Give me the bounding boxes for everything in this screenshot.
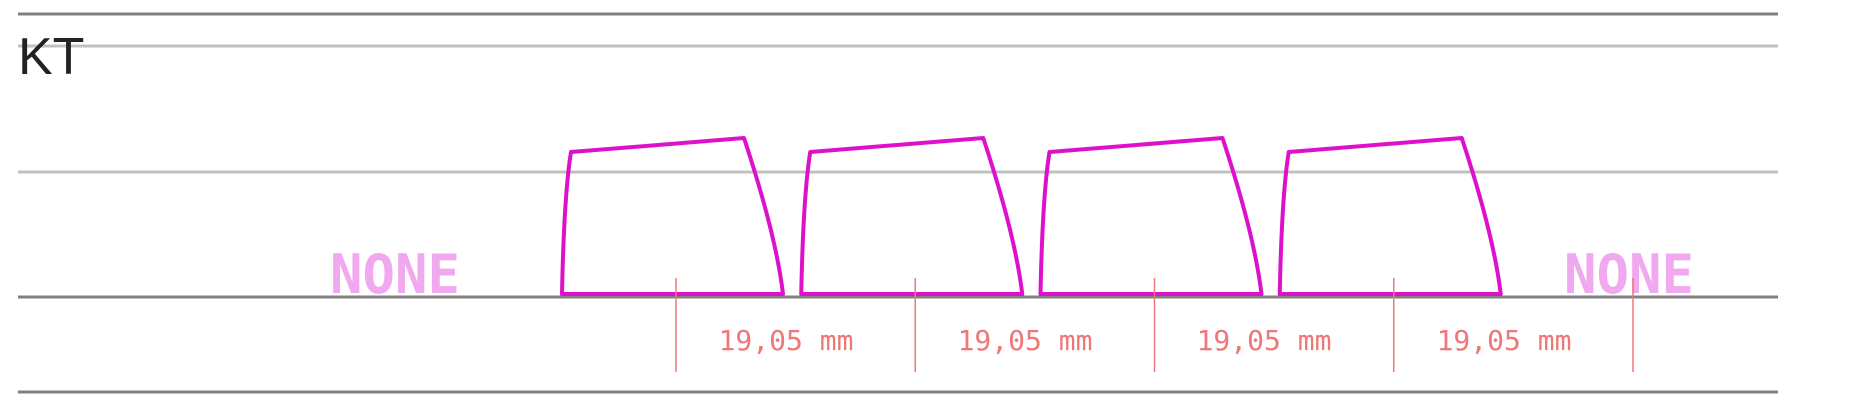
keycap-profiles [560,136,1503,296]
keycap-outline-1 [560,136,785,296]
dimension-label-4: 19,05 mm [1437,324,1572,357]
left-none-label: NONE [330,243,460,306]
dimension-label-2: 19,05 mm [958,324,1093,357]
dimension-ticks [675,278,1634,372]
right-none-label: NONE [1564,243,1694,306]
dimension-label-3: 19,05 mm [1197,324,1332,357]
dimension-label-1: 19,05 mm [719,324,854,357]
keycap-outline-3 [1038,136,1264,296]
diagram-title: KT [18,28,84,86]
keycap-outline-4 [1277,136,1503,296]
keycap-outline-2 [799,136,1025,296]
